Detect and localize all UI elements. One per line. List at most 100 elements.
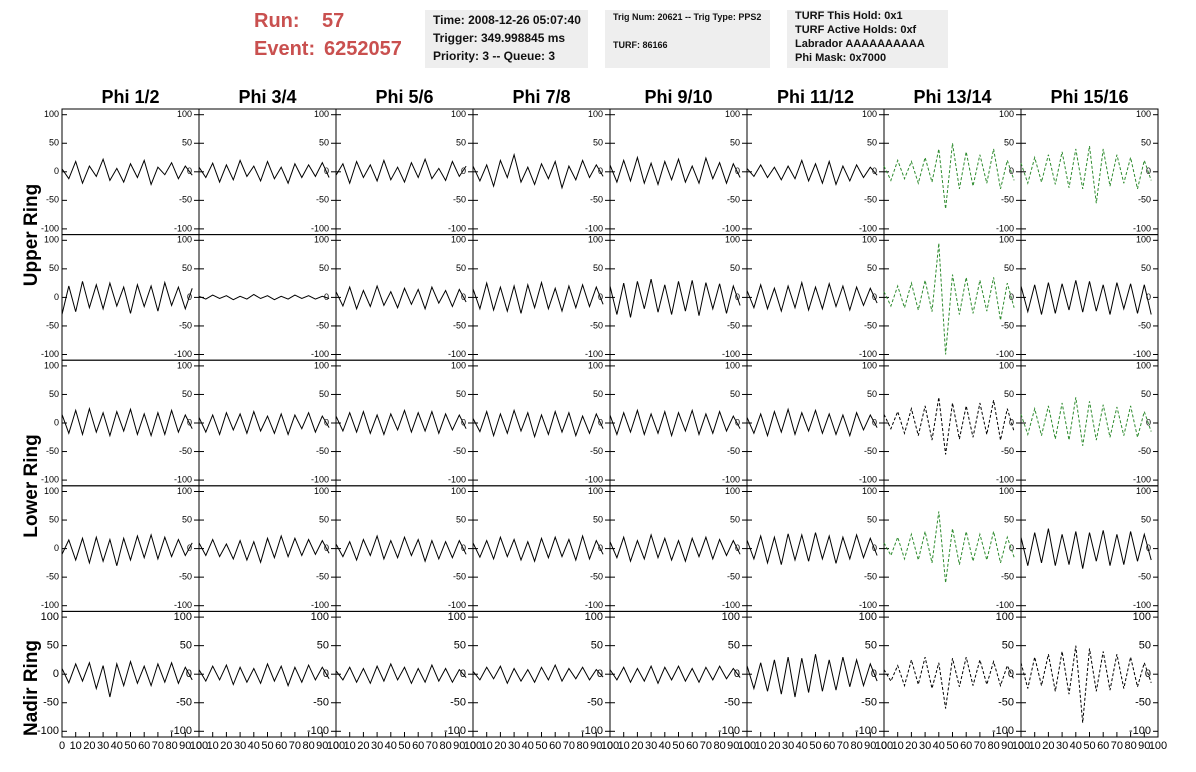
waveform [198, 410, 330, 436]
y-tick-label: 100 [451, 360, 466, 370]
y-tick-label: -50 [1138, 446, 1151, 456]
y-tick-label: -50 [46, 195, 59, 205]
y-tick-label: 50 [593, 389, 603, 399]
y-tick-label: 50 [867, 263, 877, 273]
y-tick-label: -50 [724, 697, 740, 709]
x-tick-label: 20 [83, 740, 95, 752]
panel-frame [61, 485, 200, 612]
y-tick-label: -50 [590, 572, 603, 582]
y-tick-label: 100 [862, 109, 877, 119]
x-tick-label: 90 [727, 740, 739, 752]
x-tick-label: 100 [190, 740, 208, 752]
y-tick-label: -100 [307, 725, 329, 737]
x-tick-label: 60 [549, 740, 561, 752]
y-tick-label: -100 [996, 223, 1014, 233]
x-tick-label: 50 [124, 740, 136, 752]
waveform [335, 284, 467, 311]
y-tick-label: -50 [179, 572, 192, 582]
y-tick-label: -50 [46, 572, 59, 582]
y-tick-label: -100 [41, 474, 59, 484]
panel-frame [61, 359, 200, 487]
y-tick-label: 100 [41, 611, 59, 623]
y-tick-label: 100 [725, 235, 740, 245]
x-tick-label: 10 [344, 740, 356, 752]
y-tick-label: -100 [722, 349, 740, 359]
panel-frame [61, 610, 200, 738]
y-tick-label: -50 [1001, 572, 1014, 582]
y-tick-label: 100 [725, 109, 740, 119]
y-tick-label: -50 [453, 572, 466, 582]
x-tick-label: 100 [875, 740, 893, 752]
y-tick-label: 100 [862, 486, 877, 496]
y-tick-label: 50 [593, 514, 603, 524]
y-tick-label: -100 [448, 223, 466, 233]
y-tick-label: -100 [722, 600, 740, 610]
panel-frame [746, 610, 885, 738]
x-tick-label: 90 [316, 740, 328, 752]
y-tick-label: 50 [867, 514, 877, 524]
y-tick-label: 50 [182, 263, 192, 273]
y-tick-label: 50 [591, 640, 603, 652]
x-tick-label: 90 [1001, 740, 1013, 752]
y-tick-label: 100 [996, 611, 1014, 623]
y-tick-label: 50 [317, 640, 329, 652]
y-tick-label: 100 [999, 486, 1014, 496]
panel-frame [198, 108, 337, 236]
y-tick-label: 50 [1141, 263, 1151, 273]
y-tick-label: -100 [41, 600, 59, 610]
x-tick-label: 10 [618, 740, 630, 752]
column-title: Phi 13/14 [913, 87, 991, 107]
y-tick-label: -50 [453, 195, 466, 205]
y-tick-label: 50 [1141, 138, 1151, 148]
info-box: TURF This Hold: 0x1 TURF Active Holds: 0… [787, 10, 948, 68]
y-tick-label: 50 [456, 514, 466, 524]
y-tick-label: 50 [454, 640, 466, 652]
waveform [472, 663, 604, 685]
panel-frame [883, 108, 1022, 236]
info-line: Labrador AAAAAAAAAA [795, 38, 925, 50]
y-tick-label: 50 [730, 263, 740, 273]
panel-frame [1020, 359, 1159, 487]
waveform [61, 280, 193, 315]
y-tick-label: 50 [1004, 389, 1014, 399]
x-tick-label: 60 [275, 740, 287, 752]
x-tick-label: 100 [601, 740, 619, 752]
y-tick-label: -50 [46, 320, 59, 330]
y-tick-label: 50 [182, 138, 192, 148]
y-tick-label: 100 [999, 235, 1014, 245]
x-tick-label: 90 [590, 740, 602, 752]
waveform [746, 407, 878, 438]
info-line: TURF Active Holds: 0xf [795, 24, 917, 36]
y-tick-label: -50 [1135, 697, 1151, 709]
y-tick-label: -100 [174, 223, 192, 233]
y-tick-label: 50 [728, 640, 740, 652]
event-number: 6252057 [324, 38, 402, 60]
panel-frame [746, 108, 885, 236]
y-tick-label: 50 [456, 263, 466, 273]
panel-frame [335, 359, 474, 487]
y-tick-label: -100 [41, 223, 59, 233]
x-tick-label: 80 [439, 740, 451, 752]
y-tick-label: 100 [311, 611, 329, 623]
x-tick-label: 40 [248, 740, 260, 752]
x-tick-label: 0 [59, 740, 65, 752]
y-tick-label: 100 [451, 235, 466, 245]
y-tick-label: -50 [727, 195, 740, 205]
row-label: Upper Ring [21, 184, 42, 286]
x-tick-label: 60 [412, 740, 424, 752]
y-tick-label: 50 [1004, 263, 1014, 273]
x-tick-label: 20 [220, 740, 232, 752]
y-tick-label: 0 [1009, 166, 1014, 176]
y-tick-label: 50 [593, 263, 603, 273]
x-tick-label: 80 [302, 740, 314, 752]
y-tick-label: -100 [996, 600, 1014, 610]
column-title: Phi 15/16 [1050, 87, 1128, 107]
y-tick-label: -50 [998, 697, 1014, 709]
y-tick-label: -100 [37, 725, 59, 737]
x-tick-label: 0 [333, 740, 339, 752]
x-tick-label: 80 [165, 740, 177, 752]
waveform [335, 408, 467, 436]
y-tick-label: 50 [319, 263, 329, 273]
waveform [61, 157, 193, 186]
x-tick-label: 90 [179, 740, 191, 752]
